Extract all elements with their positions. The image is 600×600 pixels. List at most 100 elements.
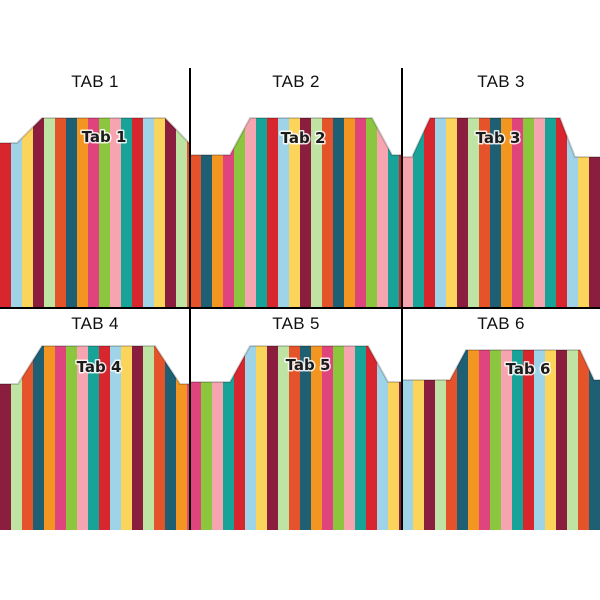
tab-label-2: Tab 2: [281, 129, 326, 147]
stripe: [501, 350, 513, 530]
stripe: [33, 118, 45, 308]
tab-divider-2[interactable]: Tab 2: [190, 0, 402, 308]
stripe: [468, 350, 480, 530]
stripe: [523, 350, 535, 530]
stripe: [223, 346, 235, 530]
stripe: [278, 118, 290, 308]
stripe: [44, 118, 56, 308]
stripe: [11, 118, 23, 308]
stripe: [143, 118, 155, 308]
stripe: [212, 346, 224, 530]
stripe: [435, 350, 447, 530]
stripe: [223, 118, 235, 308]
stripe: [0, 346, 12, 530]
stripe: [311, 346, 323, 530]
stripe: [388, 118, 400, 308]
stripe: [468, 118, 480, 308]
stripe: [187, 118, 190, 308]
stripe: [132, 346, 144, 530]
cell-title-6: TAB 6: [477, 314, 525, 333]
stripe: [512, 118, 524, 308]
stripe: [176, 118, 188, 308]
stripe: [278, 346, 290, 530]
stripe: [534, 350, 546, 530]
stripe: [33, 346, 45, 530]
stripe: [289, 118, 301, 308]
tab-label-5: Tab 5: [286, 356, 331, 374]
stripe: [132, 118, 144, 308]
stripe: [11, 346, 23, 530]
stripe: [190, 346, 202, 530]
stripe: [399, 346, 402, 530]
tab-label-3: Tab 3: [476, 129, 521, 147]
stripe: [344, 346, 356, 530]
stripe: [413, 118, 425, 308]
tab-label-4: Tab 4: [77, 358, 122, 376]
stripe: [578, 350, 590, 530]
stripe: [490, 350, 502, 530]
stripe: [512, 350, 524, 530]
tab-cell-2: TAB 2 Tab 2: [190, 0, 402, 308]
stripe-pattern: [402, 350, 600, 530]
stripe: [490, 118, 502, 308]
tab-cell-1: TAB 1 Tab 1: [0, 0, 190, 308]
stripe-pattern: [402, 118, 600, 308]
stripe: [333, 346, 345, 530]
tab-label-1: Tab 1: [82, 128, 127, 146]
tab-edge-shadow: [402, 349, 600, 381]
stripe: [55, 118, 67, 308]
stripe: [88, 346, 100, 530]
tab-edge-shadow: [190, 117, 402, 156]
tab-divider-6[interactable]: Tab 6: [402, 308, 600, 530]
stripe: [322, 346, 334, 530]
stripe: [88, 118, 100, 308]
stripe: [77, 118, 89, 308]
stripe: [344, 118, 356, 308]
tab-divider-4[interactable]: Tab 4: [0, 308, 190, 530]
stripe: [355, 346, 367, 530]
stripe: [212, 118, 224, 308]
stripe: [435, 118, 447, 308]
stripe: [256, 346, 268, 530]
tab-divider-3[interactable]: Tab 3: [402, 0, 600, 308]
tab-divider-5[interactable]: Tab 5: [190, 308, 402, 530]
stripe: [589, 350, 600, 530]
stripe: [110, 118, 122, 308]
stripe: [165, 118, 177, 308]
stripe: [545, 350, 557, 530]
stripe: [201, 118, 213, 308]
stripe: [245, 346, 257, 530]
stripe: [154, 118, 166, 308]
stripe: [176, 346, 188, 530]
stripe: [311, 118, 323, 308]
tab-label-6: Tab 6: [506, 360, 551, 378]
stripe: [523, 118, 535, 308]
tab-cell-4: TAB 4 Tab 4: [0, 308, 190, 530]
stripe: [377, 346, 389, 530]
stripe: [355, 118, 367, 308]
stripe: [567, 118, 579, 308]
stripe: [66, 118, 78, 308]
stripe: [121, 346, 133, 530]
stripe: [256, 118, 268, 308]
tab-divider-1[interactable]: Tab 1: [0, 0, 190, 308]
stripe: [22, 118, 34, 308]
stripe: [267, 346, 279, 530]
stripe: [556, 118, 568, 308]
tab-edge-shadow: [190, 345, 402, 383]
cell-title-2: TAB 2: [272, 72, 320, 91]
stripe: [333, 118, 345, 308]
stripe: [399, 118, 402, 308]
vertical-cut-line-right: [401, 68, 403, 530]
stripe: [589, 118, 600, 308]
stripe: [479, 118, 491, 308]
stripe: [457, 350, 469, 530]
stripe: [366, 118, 378, 308]
stripe: [578, 118, 590, 308]
stripe: [402, 350, 414, 530]
stripe: [501, 118, 513, 308]
stripe: [99, 346, 111, 530]
stripe: [413, 350, 425, 530]
cell-title-1: TAB 1: [71, 72, 119, 91]
stripe-pattern: [190, 118, 402, 308]
